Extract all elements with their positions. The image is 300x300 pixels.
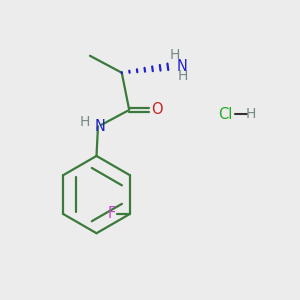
Text: O: O xyxy=(152,102,163,117)
Text: N: N xyxy=(94,119,106,134)
Text: Cl: Cl xyxy=(218,107,233,122)
Text: F: F xyxy=(108,206,116,221)
Text: H: H xyxy=(170,49,181,62)
Text: H: H xyxy=(246,107,256,121)
Text: N: N xyxy=(176,59,187,74)
Text: H: H xyxy=(178,69,188,83)
Text: H: H xyxy=(80,115,90,129)
